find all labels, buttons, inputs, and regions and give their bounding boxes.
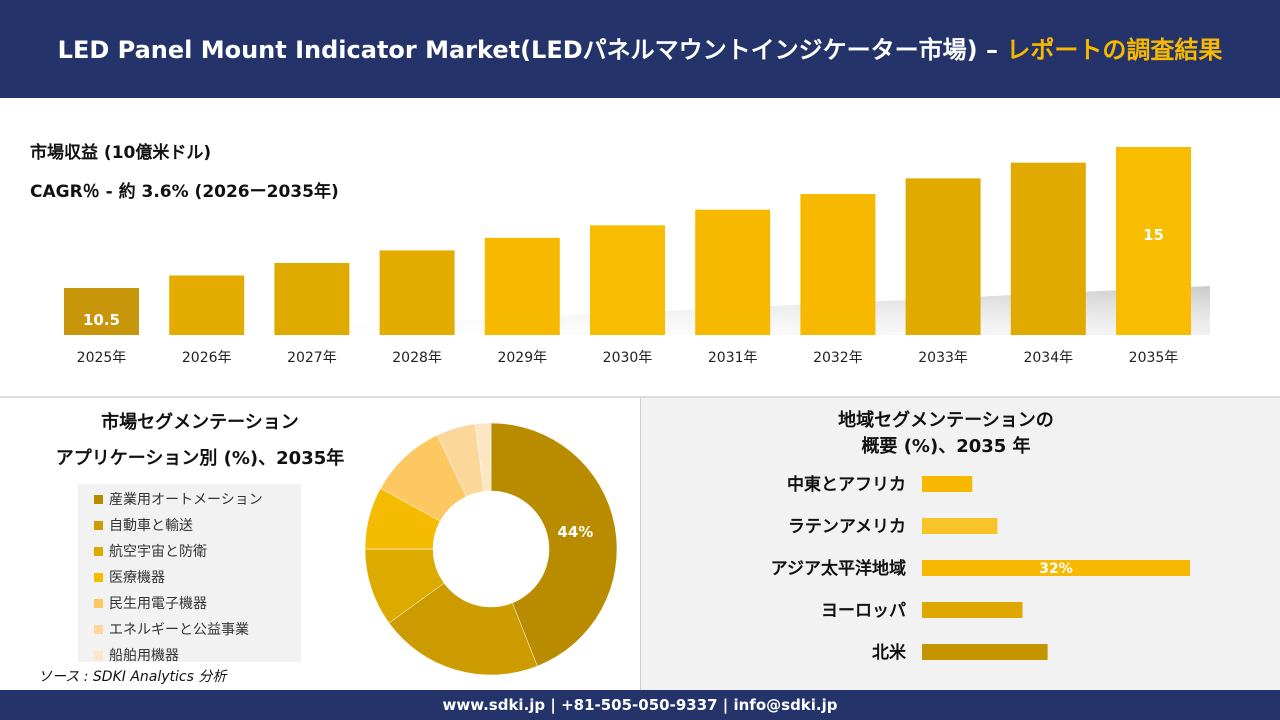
region-bar-2 [922,518,998,534]
application-legend: 産業用オートメーション 自動車と輸送 航空宇宙と防衛 医療機器民生用電子機器エネルギー… [78,484,301,664]
cagr-label: CAGR％ - 約 3.6% (2026ー2035年) [30,182,339,202]
region-title-line1: 地域セグメンテーションの [838,410,1054,431]
region-label: アジア太平洋地域 [771,558,906,579]
bar-11 [1116,147,1191,335]
region-bar-3 [922,560,1190,576]
revenue-bar-chart: 2025年 10.5 2026年 2027年 2028年 2029年 2030年 2031年 2… [64,147,1210,366]
header-banner: LED Panel Mount Indicator Market(LEDパネルマ… [0,0,1280,98]
legend-label: 産業用オートメーション [109,492,263,508]
segment-title-line1: 市場セグメンテーション [101,412,299,433]
contact-info: www.sdki.jp | +81-505-050-9337 | info@sd… [442,696,838,714]
legend-swatch [94,546,103,556]
legend-item: エネルギーと公益事業 [94,616,301,642]
x-tick-label: 2028年 [392,350,442,366]
revenue-panel: 市場収益 (10億米ドル) CAGR％ - 約 3.6% (2026ー2035年… [0,98,1280,396]
region-value-label: 32% [1039,561,1073,577]
x-tick-label: 2031年 [708,350,758,366]
legend-swatch [94,598,103,608]
bar-2 [169,275,245,335]
x-tick-label: 2032年 [813,350,863,366]
legend-item: 民生用電子機器 [94,590,301,616]
source-note: ソース : SDKI Analytics 分析 [38,669,227,685]
bar-value-label: 10.5 [83,311,120,329]
x-tick-label: 2033年 [918,350,968,366]
segment-title-line2: アプリケーション別 (%)、2035年 [55,448,345,469]
donut-slice-2 [388,582,538,676]
legend-swatch [94,494,103,504]
application-donut-chart: 44% [364,422,618,676]
x-tick-label: 2025年 [77,350,127,366]
legend-label: 医療機器 [109,570,165,586]
title-accent: レポートの調査結果 [1006,36,1223,64]
x-tick-label: 2030年 [603,350,653,366]
footer-banner: www.sdki.jp | +81-505-050-9337 | info@sd… [0,690,1280,720]
legend-item: 航空宇宙と防衛 [94,538,301,564]
legend-swatch [94,624,103,634]
application-segment-panel: 市場セグメンテーション アプリケーション別 (%)、2035年 産業用オートメー… [0,398,640,690]
legend-label: 民生用電子機器 [109,596,207,612]
legend-item: 産業用オートメーション [94,486,301,512]
x-tick-label: 2034年 [1023,350,1073,366]
legend-label: 船舶用機器 [109,648,179,664]
legend-label: 自動車と輸送 [109,518,193,534]
region-label: ラテンアメリカ [788,517,906,537]
legend-swatch [94,572,103,582]
x-tick-label: 2026年 [182,350,232,366]
bar-3 [274,262,350,335]
legend-item: 船舶用機器 [94,642,301,668]
bar-9 [905,178,981,335]
donut-value-label: 44% [557,523,593,541]
legend-label: エネルギーと公益事業 [109,622,249,638]
x-tick-label: 2029年 [497,350,547,366]
region-bar-5 [922,644,1048,660]
region-label: 北米 [872,642,907,663]
region-bar-1 [922,476,973,492]
legend-item: 医療機器 [94,564,301,590]
bar-7 [695,209,771,335]
region-segment-panel: 地域セグメンテーションの 概要 (%)、2035 年 中東とアフリカ ラテンアメリ… [641,398,1280,690]
legend-swatch [94,520,103,530]
donut-slice-7 [474,422,492,492]
page-title: LED Panel Mount Indicator Market(LEDパネルマ… [0,30,1280,65]
bar-4 [379,250,455,335]
bar-5 [484,237,560,335]
x-tick-label: 2027年 [287,350,337,366]
donut-slice-1 [490,422,618,667]
region-label: ヨーロッパ [821,601,906,621]
title-main: LED Panel Mount Indicator Market(LEDパネルマ… [57,36,1007,64]
revenue-label: 市場収益 (10億米ドル) [30,143,212,163]
legend-item: 自動車と輸送 [94,512,301,538]
horizontal-divider [0,396,1280,398]
legend-swatch [94,650,103,660]
region-bar-4 [922,602,1023,618]
region-title-line2: 概要 (%)、2035 年 [861,436,1031,457]
bar-6 [590,225,665,335]
bar-1 [64,288,139,335]
region-label: 中東とアフリカ [787,474,906,495]
vertical-divider [640,398,641,690]
bar-value-label: 15 [1143,226,1164,244]
bar-10 [1010,162,1086,335]
bar-8 [800,194,876,335]
x-tick-label: 2035年 [1129,350,1179,366]
legend-label: 航空宇宙と防衛 [109,544,207,560]
